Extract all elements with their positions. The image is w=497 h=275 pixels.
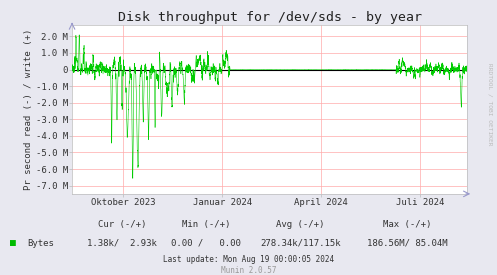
Text: Bytes: Bytes xyxy=(27,239,54,248)
Y-axis label: Pr second read (-) / write (+): Pr second read (-) / write (+) xyxy=(24,29,33,190)
Text: Cur (-/+): Cur (-/+) xyxy=(97,220,146,229)
Text: Avg (-/+): Avg (-/+) xyxy=(276,220,325,229)
Text: Min (-/+): Min (-/+) xyxy=(182,220,231,229)
Text: RRDTOOL / TOBI OETIKER: RRDTOOL / TOBI OETIKER xyxy=(487,63,492,146)
Text: Last update: Mon Aug 19 00:00:05 2024: Last update: Mon Aug 19 00:00:05 2024 xyxy=(163,255,334,264)
Title: Disk throughput for /dev/sds - by year: Disk throughput for /dev/sds - by year xyxy=(118,10,421,24)
Text: 278.34k/117.15k: 278.34k/117.15k xyxy=(260,239,341,248)
Text: 0.00 /   0.00: 0.00 / 0.00 xyxy=(171,239,241,248)
Text: 1.38k/  2.93k: 1.38k/ 2.93k xyxy=(87,239,157,248)
Text: Munin 2.0.57: Munin 2.0.57 xyxy=(221,266,276,275)
Text: ■: ■ xyxy=(10,238,16,248)
Text: 186.56M/ 85.04M: 186.56M/ 85.04M xyxy=(367,239,448,248)
Text: Max (-/+): Max (-/+) xyxy=(383,220,432,229)
